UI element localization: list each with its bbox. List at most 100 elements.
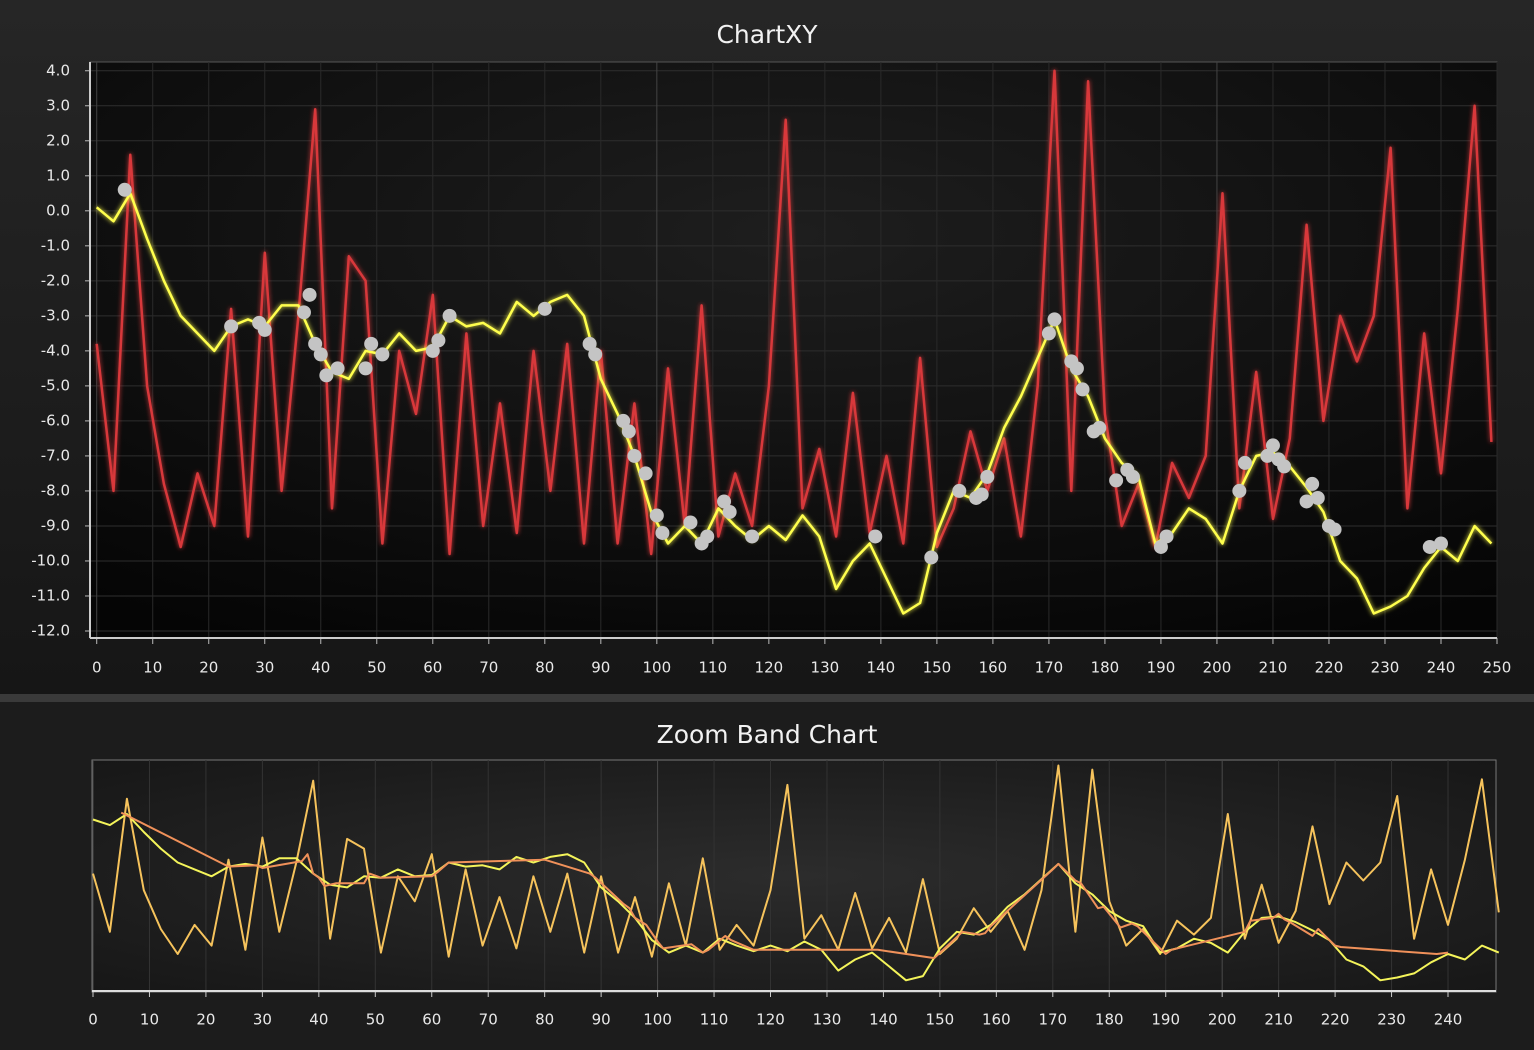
- y-tick-label: 2.0: [46, 131, 70, 149]
- y-tick-label: -2.0: [41, 271, 70, 289]
- scatter-point: [616, 413, 631, 428]
- x-tick-label: 30: [255, 659, 274, 677]
- zoom-plot-area: [91, 759, 1497, 993]
- scatter-point: [952, 483, 967, 498]
- scatter-point: [1125, 469, 1140, 484]
- x-tick-label: 140: [869, 1011, 898, 1029]
- y-tick-label: 1.0: [46, 166, 70, 184]
- x-tick-label: 200: [1203, 659, 1232, 677]
- panel-separator: [0, 694, 1534, 702]
- scatter-point: [1153, 539, 1168, 554]
- x-tick-label: 190: [1147, 659, 1176, 677]
- y-tick-label: 0.0: [46, 201, 70, 219]
- series-line: [92, 764, 1500, 958]
- scatter-point: [1109, 473, 1124, 488]
- x-tick-label: 110: [700, 1011, 729, 1029]
- scatter-point: [1069, 361, 1084, 376]
- x-tick-label: 40: [309, 1011, 328, 1029]
- x-tick-label: 50: [367, 659, 386, 677]
- x-tick-label: 40: [311, 659, 330, 677]
- x-tick-label: 170: [1038, 1011, 1067, 1029]
- x-tick-label: 240: [1427, 659, 1456, 677]
- scatter-point: [974, 487, 989, 502]
- scatter-point: [296, 305, 311, 320]
- series-line: [92, 813, 1500, 982]
- x-tick-label: 130: [813, 1011, 842, 1029]
- y-tick-label: -11.0: [31, 586, 70, 604]
- scatter-point: [257, 322, 272, 337]
- x-tick-label: 120: [755, 659, 784, 677]
- scatter-point: [117, 182, 132, 197]
- series-line: [95, 192, 1493, 615]
- y-tick-label: -9.0: [41, 516, 70, 534]
- y-tick-label: -7.0: [41, 446, 70, 464]
- scatter-point: [649, 508, 664, 523]
- scatter-point: [1310, 490, 1325, 505]
- x-tick-label: 210: [1259, 659, 1288, 677]
- scatter-link-line: [120, 811, 1449, 960]
- x-tick-label: 230: [1377, 1011, 1406, 1029]
- x-tick-label: 230: [1371, 659, 1400, 677]
- y-tick-label: -12.0: [31, 621, 70, 639]
- x-tick-label: 140: [867, 659, 896, 677]
- scatter-point: [442, 308, 457, 323]
- x-tick-label: 100: [643, 659, 672, 677]
- scatter-point: [621, 424, 636, 439]
- scatter-point: [1260, 448, 1275, 463]
- scatter-point: [582, 336, 597, 351]
- scatter-point: [330, 361, 345, 376]
- x-tick-label: 220: [1321, 1011, 1350, 1029]
- y-tick-label: -10.0: [31, 551, 70, 569]
- scatter-point: [1299, 494, 1314, 509]
- x-tick-label: 150: [926, 1011, 955, 1029]
- x-tick-label: 240: [1434, 1011, 1463, 1029]
- scatter-point: [308, 336, 323, 351]
- x-tick-label: 60: [422, 1011, 441, 1029]
- x-tick-label: 200: [1208, 1011, 1237, 1029]
- y-tick-label: 4.0: [46, 61, 70, 79]
- x-tick-label: 160: [982, 1011, 1011, 1029]
- y-tick-label: -4.0: [41, 341, 70, 359]
- scatter-point: [319, 368, 334, 383]
- zoom-title: Zoom Band Chart: [657, 720, 878, 749]
- scatter-point: [358, 361, 373, 376]
- x-tick-label: 130: [811, 659, 840, 677]
- x-tick-label: 10: [140, 1011, 159, 1029]
- scatter-point: [537, 301, 552, 316]
- scatter-point: [1277, 459, 1292, 474]
- scatter-point: [1041, 326, 1056, 341]
- x-tick-label: 90: [591, 659, 610, 677]
- y-tick-label: -8.0: [41, 481, 70, 499]
- x-tick-label: 30: [253, 1011, 272, 1029]
- x-tick-label: 110: [699, 659, 728, 677]
- scatter-point: [722, 504, 737, 519]
- x-tick-label: 220: [1315, 659, 1344, 677]
- y-tick-label: 3.0: [46, 96, 70, 114]
- scatter-point: [1047, 312, 1062, 327]
- x-tick-label: 70: [479, 1011, 498, 1029]
- x-tick-label: 160: [979, 659, 1008, 677]
- scatter-point: [302, 287, 317, 302]
- x-tick-label: 80: [535, 659, 554, 677]
- x-tick-label: 170: [1035, 659, 1064, 677]
- series-line: [95, 69, 1493, 556]
- zoom-chart: 0 10 20 30 40 50 60 70 80 90 100 110 120 130 140 150 160…: [88, 760, 1500, 1029]
- x-tick-label: 70: [479, 659, 498, 677]
- scatter-point: [868, 529, 883, 544]
- x-tick-label: 20: [196, 1011, 215, 1029]
- x-tick-label: 150: [923, 659, 952, 677]
- x-tick-label: 250: [1483, 659, 1512, 677]
- scatter-point: [655, 525, 670, 540]
- x-tick-label: 180: [1091, 659, 1120, 677]
- scatter-point: [700, 529, 715, 544]
- y-tick-label: -3.0: [41, 306, 70, 324]
- scatter-point: [1327, 522, 1342, 537]
- scatter-point: [627, 448, 642, 463]
- x-tick-label: 80: [535, 1011, 554, 1029]
- x-tick-label: 10: [143, 659, 162, 677]
- scatter-point: [1092, 420, 1107, 435]
- scatter-point: [224, 319, 239, 334]
- scatter-point: [431, 333, 446, 348]
- scatter-point: [980, 469, 995, 484]
